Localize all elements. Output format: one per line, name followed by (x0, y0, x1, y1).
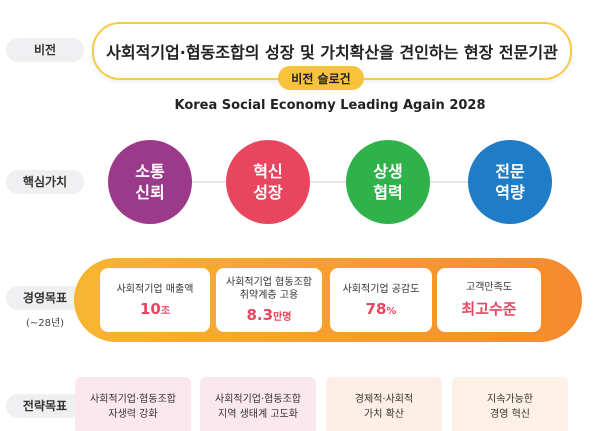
row-label: 비전 (6, 38, 84, 62)
goal-number: 78 (365, 299, 387, 318)
core-value-line: 협력 (373, 183, 403, 202)
goal-card: 사회적기업 공감도 78% (330, 268, 432, 332)
goal-card: 사회적기업 매출액 10조 (100, 268, 210, 332)
slogan-label: 비전 슬로건 (278, 66, 364, 90)
goal-unit: 조 (160, 305, 171, 317)
goal-number: 10 (139, 299, 161, 318)
goal-value: 10조 (140, 300, 170, 318)
goal-label: 사회적기업 공감도 (342, 283, 420, 295)
goal-value: 8.3만명 (247, 306, 292, 324)
goal-unit: 만명 (273, 312, 292, 323)
goal-label: 고객만족도 (466, 282, 512, 293)
core-value-line: 혁신 (253, 162, 283, 181)
goal-label: 사회적기업 협동조합 취약계층 고용 (226, 277, 312, 301)
strategy-box: 경제적·사회적 가치 확산 (326, 377, 442, 431)
row-sublabel: (~28년) (25, 318, 65, 329)
core-value-line: 역량 (495, 183, 525, 202)
row-label: 핵심가치 (6, 170, 84, 194)
goal-value: 78% (366, 300, 397, 318)
slogan: Korea Social Economy Leading Again 2028 (174, 98, 486, 113)
row-label: 전략목표 (6, 394, 84, 418)
goal-unit: % (386, 305, 397, 317)
core-value-line: 상생 (373, 162, 403, 181)
core-value-line: 전문 (495, 162, 525, 181)
strategy-box: 지속가능한 경영 혁신 (452, 377, 568, 431)
goal-value: 최고수준 (461, 298, 516, 319)
core-value-line: 소통 (135, 162, 165, 181)
row-label: 경영목표 (6, 286, 84, 310)
core-value-line: 신뢰 (135, 183, 165, 202)
goal-number: 최고수준 (461, 300, 517, 318)
strategy-box: 사회적기업·협동조합 자생력 강화 (75, 377, 191, 431)
core-value-line: 성장 (253, 183, 283, 202)
goal-number: 8.3 (246, 306, 274, 324)
strategy-box: 사회적기업·협동조합 지역 생태계 고도화 (200, 377, 316, 431)
goal-card: 사회적기업 협동조합 취약계층 고용 8.3만명 (216, 268, 322, 332)
vision-statement: 사회적기업·협동조합의 성장 및 가치확산을 견인하는 현장 전문기관 (92, 22, 572, 80)
goal-label: 사회적기업 매출액 (116, 283, 194, 295)
